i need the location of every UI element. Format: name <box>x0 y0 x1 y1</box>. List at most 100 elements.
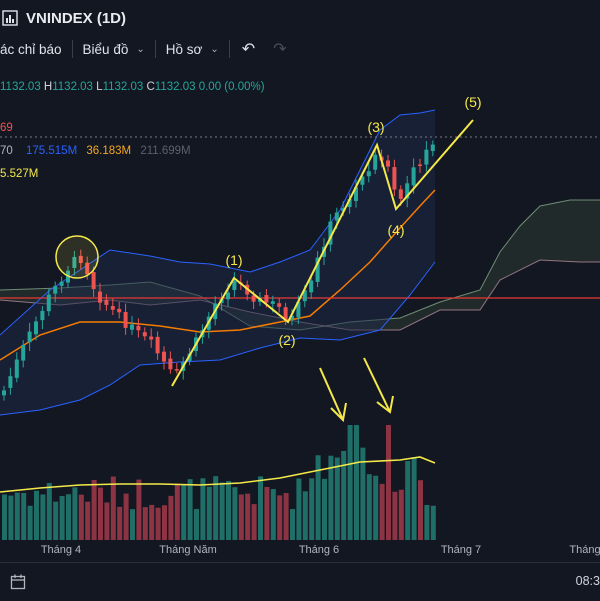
candle <box>155 336 160 354</box>
volume-bar <box>398 489 404 540</box>
undo-icon[interactable]: ↶ <box>241 41 256 58</box>
indicator-value: 211.699M <box>140 145 191 157</box>
candle <box>53 286 58 294</box>
volume-bar <box>142 507 148 540</box>
highlight-circle <box>55 235 99 279</box>
volume-bar <box>270 489 276 540</box>
volume-bar <box>130 509 135 540</box>
candle <box>142 332 147 337</box>
volume-bar <box>283 493 289 540</box>
candle <box>136 325 141 331</box>
candle <box>411 167 416 186</box>
chart-icon[interactable] <box>2 10 18 26</box>
volume-bar <box>392 491 398 540</box>
volume-bar <box>110 476 116 540</box>
candle <box>91 272 96 290</box>
price-chart[interactable] <box>0 64 600 540</box>
profile-button[interactable]: Hồ sơ ⌄ <box>166 42 219 57</box>
volume-bar <box>53 501 59 540</box>
volume-bar <box>46 482 52 540</box>
volume-bar <box>104 502 110 540</box>
volume-bar <box>405 461 411 540</box>
toolbar-divider <box>71 40 73 58</box>
candle <box>21 344 26 361</box>
candle <box>85 262 90 275</box>
candle <box>430 144 435 151</box>
candle <box>392 167 397 190</box>
volume-bar <box>117 506 123 540</box>
symbol-title[interactable]: VNINDEX (1D) <box>26 9 127 27</box>
settings-time-icon[interactable] <box>10 573 28 591</box>
candle <box>405 183 410 199</box>
indicator-value: 69 <box>0 122 13 134</box>
volume-bar <box>66 494 71 540</box>
candle <box>283 307 288 321</box>
candle <box>373 154 378 170</box>
volume-bar <box>168 495 174 540</box>
volume-bar <box>123 493 129 540</box>
volume-bar <box>238 494 244 540</box>
indicator-row-2: 70 175.515M 36.183M 211.699M <box>0 145 191 157</box>
candle <box>34 321 38 335</box>
candle <box>40 310 45 321</box>
indicator-value: 175.515M <box>26 145 78 157</box>
title-bar: VNINDEX (1D) <box>0 0 600 36</box>
indicators-button[interactable]: ác chỉ báo <box>0 42 62 57</box>
volume-bar <box>411 457 417 540</box>
candle <box>232 281 237 291</box>
volume-ma-line <box>0 456 436 493</box>
change-value: 0.00 (0.00%) <box>198 81 265 93</box>
elliott-wave-lines <box>171 119 474 387</box>
bollinger-upper <box>0 109 436 336</box>
volume-bar <box>430 505 436 540</box>
candle <box>168 358 173 370</box>
volume-bar <box>187 479 193 540</box>
x-axis-label: Tháng 6 <box>298 544 340 556</box>
x-axis-label: Tháng Năm <box>159 544 217 556</box>
ohlc-legend: 1132.03 H1132.03 L1132.03 C1132.03 0.00 … <box>0 81 265 93</box>
volume-bar <box>258 476 263 540</box>
candle <box>72 256 77 268</box>
candle <box>360 176 365 185</box>
high-label: H <box>43 81 53 93</box>
volume-bar <box>379 483 385 540</box>
candle <box>270 301 275 304</box>
volume-bar <box>194 508 199 540</box>
wave-label-4: (4) <box>387 222 405 238</box>
close-value: 1132.03 <box>154 81 196 93</box>
bollinger-fill <box>0 110 435 415</box>
volume-bar <box>34 490 39 540</box>
candle <box>398 189 403 199</box>
redo-icon[interactable]: ↷ <box>273 41 287 58</box>
candle <box>174 369 179 371</box>
volume-bar <box>315 455 321 540</box>
chart-toolbar: ác chỉ báo Biểu đồ ⌄ Hồ sơ ⌄ ↶ ↷ <box>0 36 600 62</box>
volume-bar <box>149 504 155 540</box>
x-axis-label: Tháng 4 <box>40 544 82 556</box>
candle <box>162 351 166 362</box>
chart-type-button[interactable]: Biểu đồ ⌄ <box>83 42 145 57</box>
candle <box>59 281 64 286</box>
volume-bar <box>85 501 91 540</box>
candle <box>354 187 358 202</box>
candle <box>98 291 102 303</box>
volume-bar <box>226 480 231 540</box>
indicator-value: 36.183M <box>86 145 132 157</box>
wave-label-3: (3) <box>367 119 385 135</box>
candle <box>8 376 13 388</box>
candle <box>328 221 333 245</box>
time-axis[interactable]: Tháng 4 Tháng Năm Tháng 6 Tháng 7 Tháng <box>0 540 600 562</box>
toolbar-divider <box>228 40 230 58</box>
volume-bar <box>296 478 302 540</box>
chart-canvas[interactable] <box>0 64 600 540</box>
volume-bar <box>27 505 33 540</box>
candle <box>347 199 352 208</box>
volume-bar <box>8 495 14 540</box>
candle <box>27 331 32 343</box>
candle <box>334 212 339 221</box>
chart-type-label: Biểu đồ <box>82 41 129 57</box>
x-axis-label: Tháng <box>569 544 600 556</box>
volume-bar <box>72 487 78 540</box>
open-value: 1132.03 <box>0 81 41 93</box>
candle <box>226 292 230 300</box>
